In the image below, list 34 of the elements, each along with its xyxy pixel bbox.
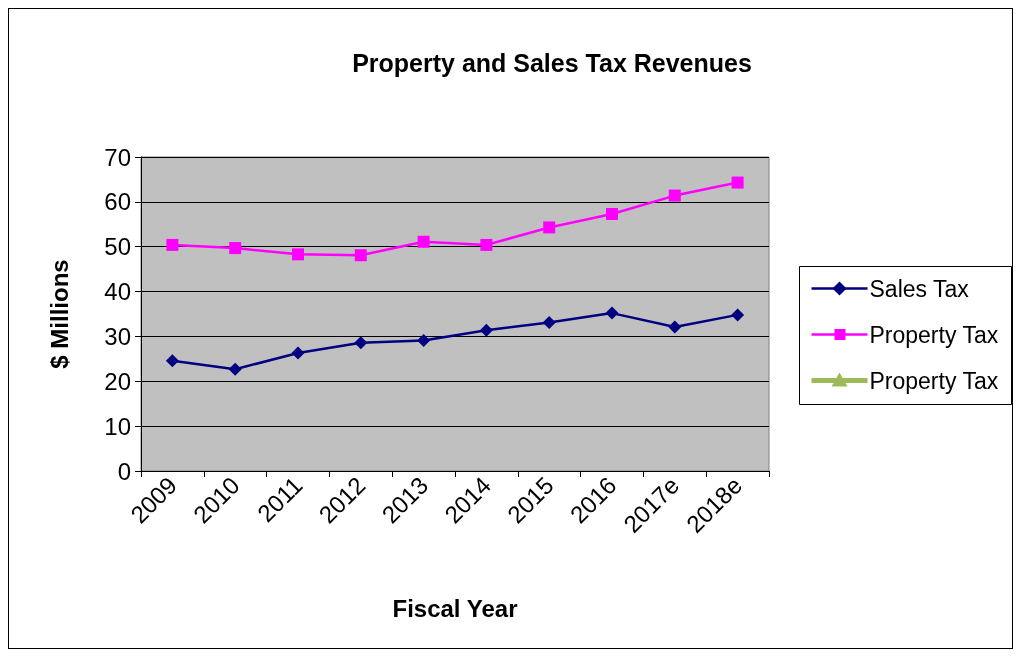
point [291, 346, 305, 360]
point [166, 238, 179, 251]
point [229, 242, 242, 255]
point [417, 235, 430, 248]
legend-label: Property Tax [869, 321, 999, 348]
y-axis-title: $ Millions [45, 259, 73, 369]
point [605, 306, 619, 320]
point [228, 362, 242, 376]
legend-label: Sales Tax [869, 275, 970, 302]
y-tick-label: 70 [104, 143, 131, 171]
x-axis-title: Fiscal Year [392, 594, 518, 622]
y-tick-label: 30 [104, 322, 131, 350]
legend-label: Property Tax [869, 367, 999, 394]
point [479, 323, 493, 337]
y-tick-label: 50 [104, 233, 131, 261]
y-tick-label: 0 [117, 457, 131, 485]
point [606, 207, 618, 220]
y-tick-label: 10 [104, 412, 131, 440]
point [543, 221, 556, 234]
point [542, 316, 556, 330]
point [480, 238, 493, 251]
point [354, 336, 368, 350]
point [354, 249, 367, 262]
y-tick-label: 60 [104, 188, 131, 216]
chart-title: Property and Sales Tax Revenues [352, 48, 752, 77]
point [668, 320, 682, 334]
point [731, 308, 745, 322]
y-tick-label: 20 [104, 367, 131, 395]
point [731, 176, 744, 189]
y-tick-label: 40 [104, 278, 131, 306]
point [417, 333, 431, 347]
point [292, 248, 304, 261]
point [165, 354, 179, 368]
point [668, 189, 681, 202]
